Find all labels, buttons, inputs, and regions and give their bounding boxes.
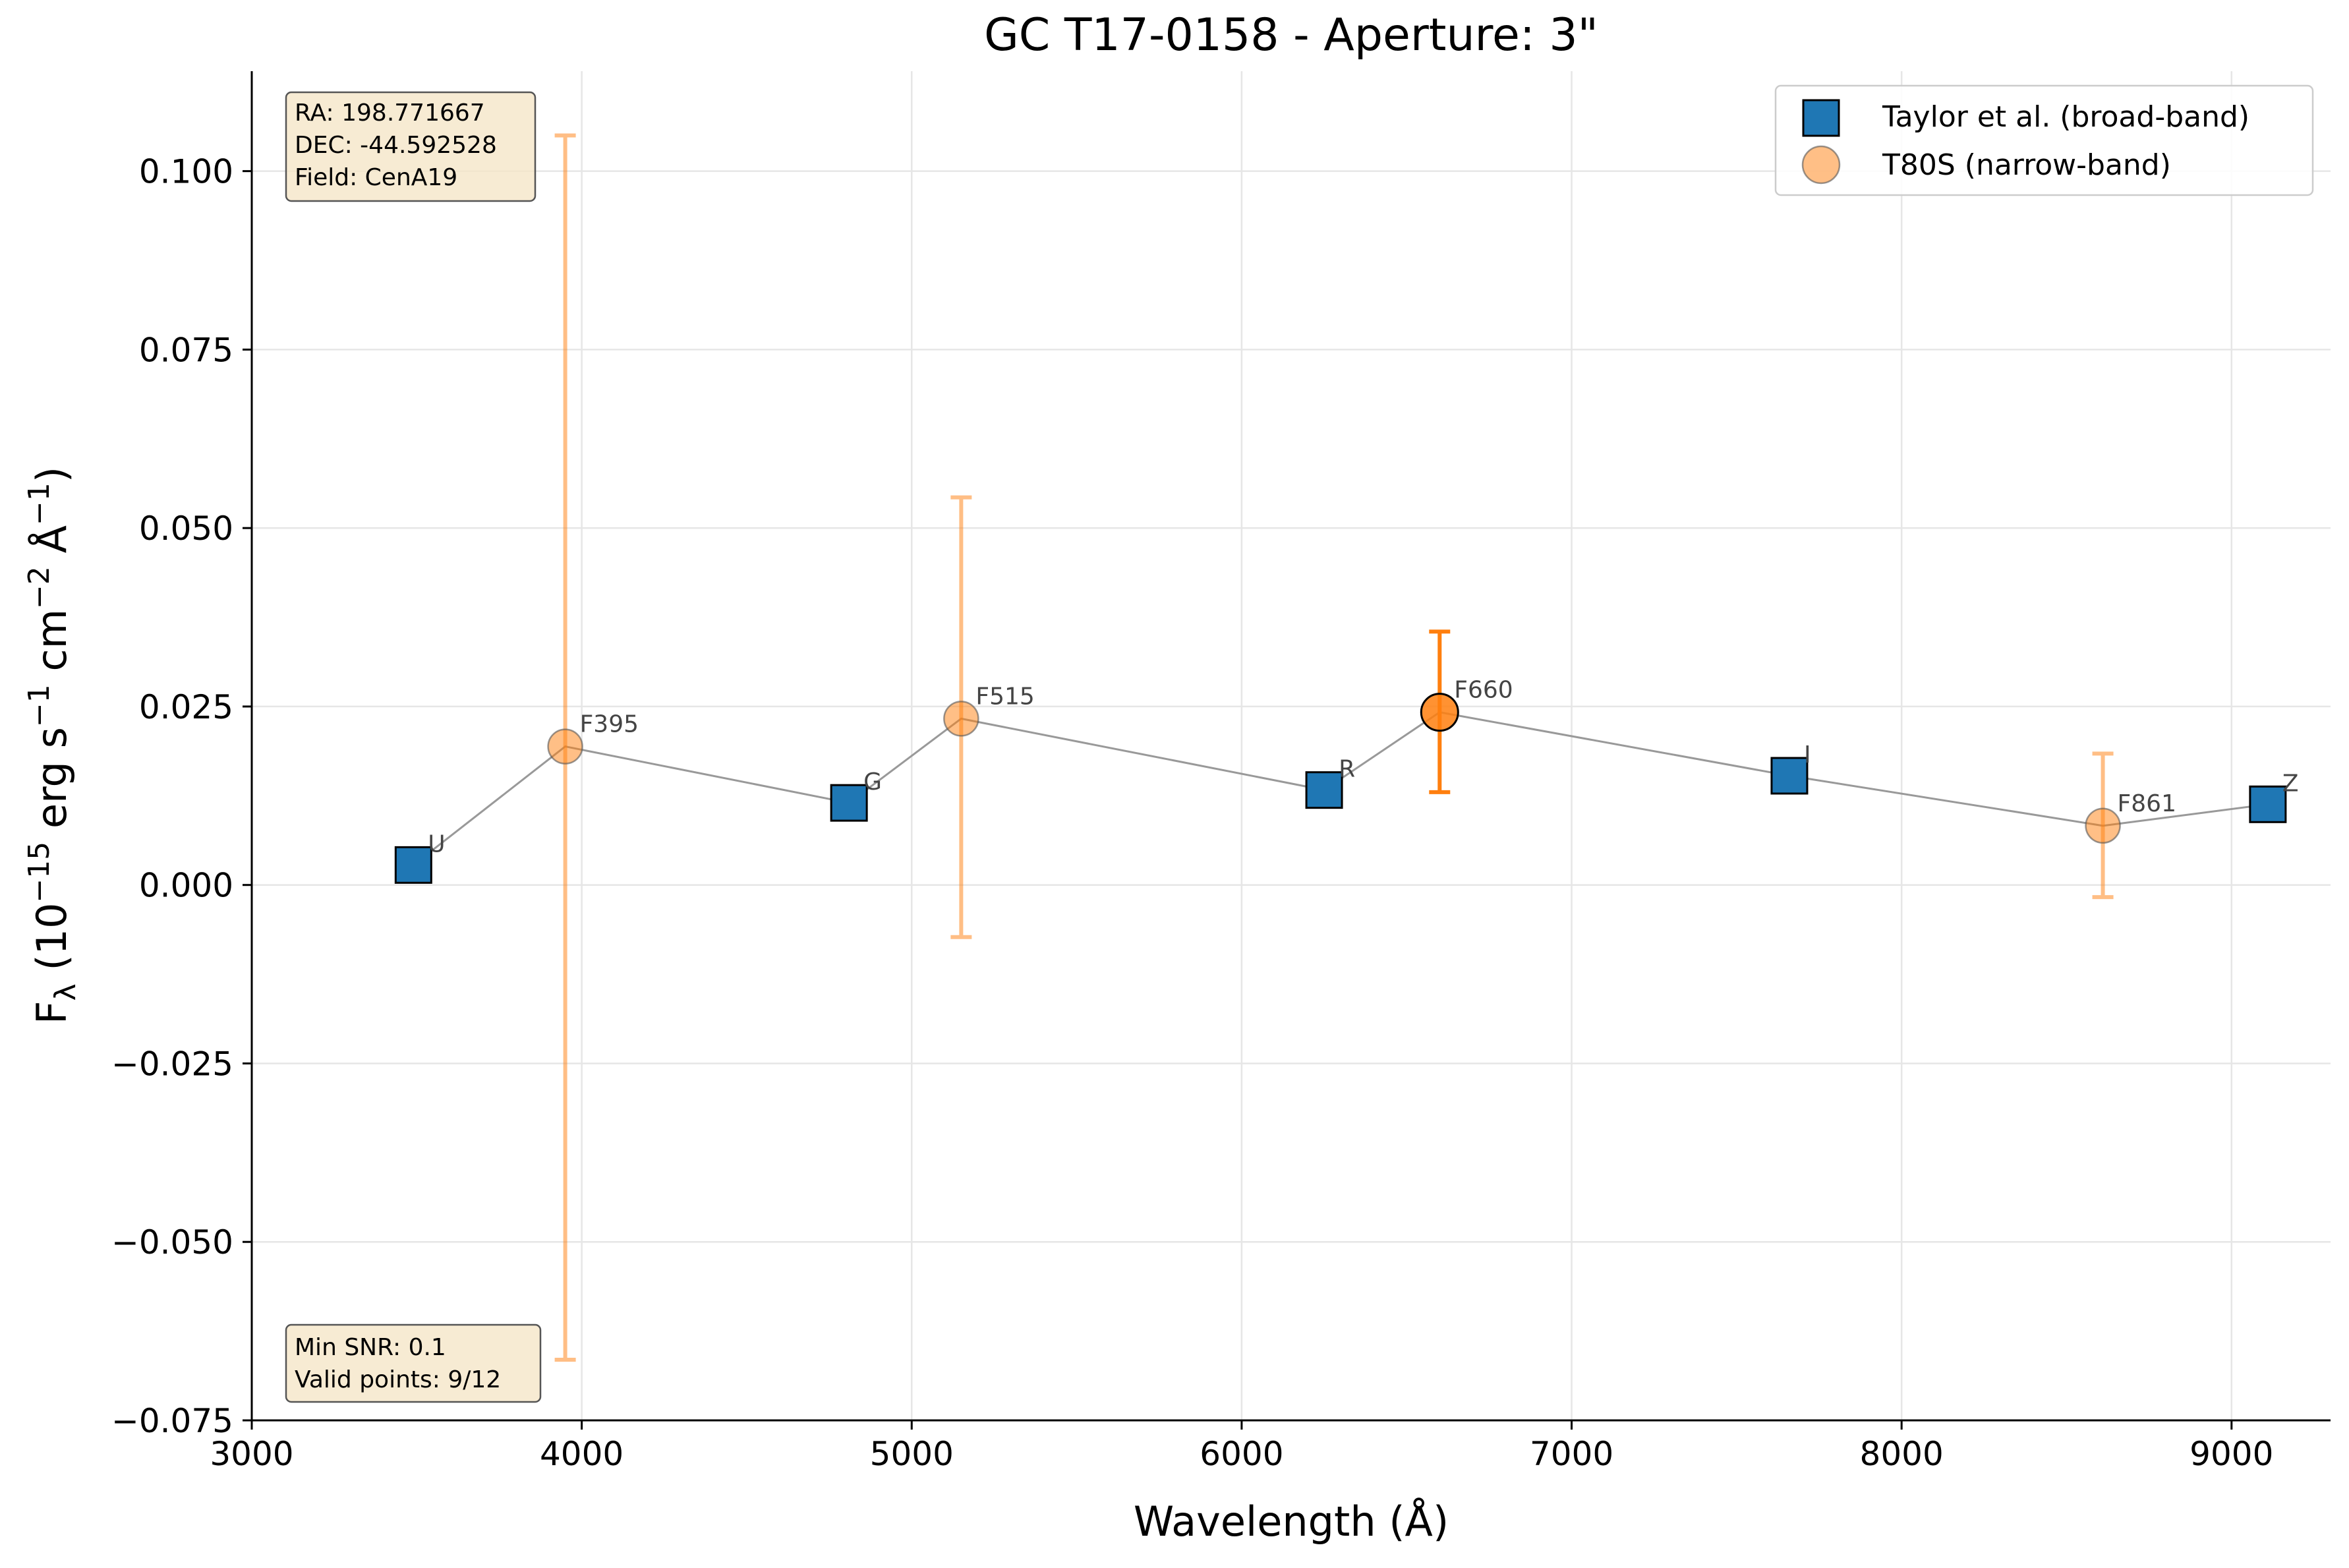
y-tick-label: 0.100 (139, 153, 233, 191)
legend-label-broadband: Taylor et al. (broad-band) (1882, 100, 2249, 134)
narrowband-marker-f515 (943, 701, 979, 737)
narrowband-marker-f861 (2085, 807, 2121, 844)
x-tick-label: 6000 (1200, 1435, 1283, 1473)
legend-circle-marker (1801, 145, 1841, 185)
y-axis-label: Fλ (10−15 erg s−1 cm−2 Å−1) (22, 467, 82, 1024)
broadband-marker-u (394, 846, 432, 884)
broadband-marker-g (830, 784, 868, 822)
stats-box: Min SNR: 0.1 Valid points: 9/12 (285, 1323, 542, 1403)
point-label-f395: F395 (580, 711, 639, 738)
legend-label-narrowband: T80S (narrow-band) (1882, 148, 2171, 182)
point-label-i: I (1804, 741, 1811, 769)
point-labels-layer: U G R I Z F395 F515 F660 F861 (428, 677, 2298, 858)
x-axis-label: Wavelength (Å) (1134, 1497, 1449, 1546)
legend: Taylor et al. (broad-band) T80S (narrow-… (1774, 84, 2314, 196)
info-box-frame (285, 91, 536, 202)
info-field: Field: CenA19 (295, 164, 457, 191)
x-tick-label: 7000 (1530, 1435, 1613, 1473)
x-tick-label: 5000 (870, 1435, 954, 1473)
x-tick-label: 9000 (2190, 1435, 2273, 1473)
info-ra: RA: 198.771667 (295, 100, 485, 127)
point-label-r: R (1339, 756, 1355, 783)
y-tick-label: −0.025 (111, 1045, 233, 1083)
y-tick-label: 0.075 (139, 331, 233, 369)
info-dec: DEC: -44.592528 (295, 132, 497, 159)
stats-min-snr: Min SNR: 0.1 (295, 1334, 446, 1361)
y-tick-label: 0.050 (139, 509, 233, 548)
broadband-marker-r (1305, 771, 1343, 809)
y-tick-label: 0.025 (139, 688, 233, 726)
x-ticks: 3000 4000 5000 6000 7000 8000 9000 (210, 1420, 2273, 1473)
broadband-marker-i (1770, 757, 1809, 795)
narrowband-marker-f660 (1420, 693, 1459, 732)
markers-layer (394, 693, 2287, 884)
legend-square-marker (1802, 99, 1840, 137)
point-label-g: G (863, 769, 882, 796)
x-tick-label: 3000 (210, 1435, 293, 1473)
chart-title: GC T17-0158 - Aperture: 3" (984, 9, 1598, 61)
point-label-f515: F515 (975, 683, 1034, 710)
y-tick-label: −0.050 (111, 1223, 233, 1262)
narrowband-marker-f395 (547, 728, 583, 765)
broadband-marker-z (2249, 785, 2287, 823)
info-box: RA: 198.771667 DEC: -44.592528 Field: Ce… (285, 91, 536, 202)
point-label-u: U (428, 830, 445, 857)
x-tick-label: 8000 (1860, 1435, 1944, 1473)
point-label-f861: F861 (2118, 790, 2176, 817)
stats-valid-points: Valid points: 9/12 (295, 1366, 501, 1393)
legend-frame (1774, 84, 2314, 196)
point-label-f660: F660 (1454, 677, 1513, 704)
stats-box-frame (285, 1323, 542, 1403)
y-tick-label: −0.075 (111, 1402, 233, 1440)
y-ticks: −0.075 −0.050 −0.025 0.000 0.025 0.050 0.075 0.… (111, 153, 252, 1440)
x-tick-label: 4000 (540, 1435, 624, 1473)
point-label-z: Z (2282, 770, 2299, 797)
y-tick-label: 0.000 (139, 867, 233, 905)
